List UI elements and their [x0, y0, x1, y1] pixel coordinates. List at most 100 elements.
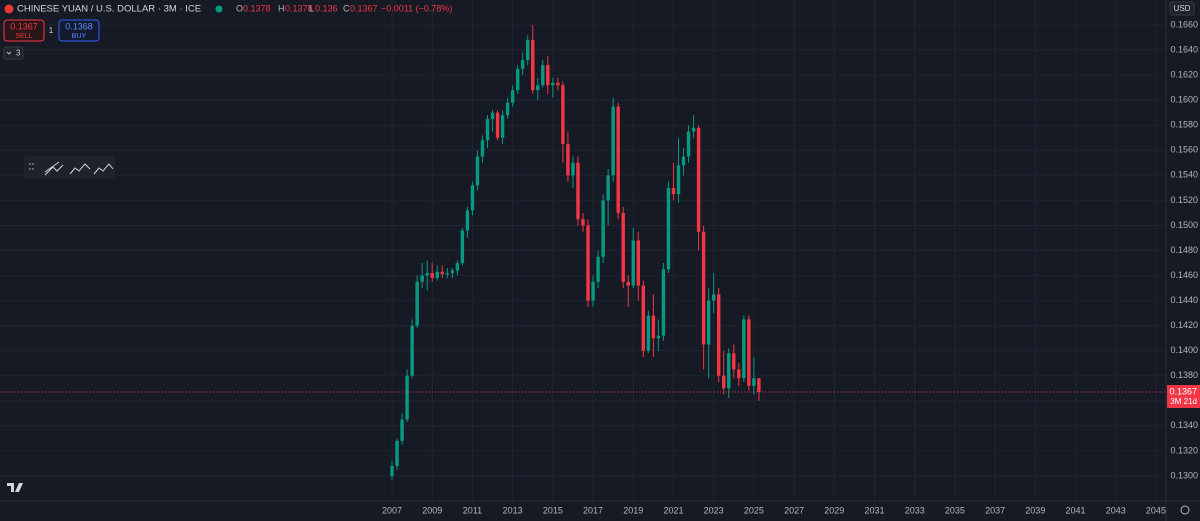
- ohlc-value: 0.1378: [285, 3, 313, 13]
- candle-body: [732, 353, 736, 370]
- ohlc-label: O: [236, 3, 243, 13]
- y-tick-label: 0.1440: [1170, 295, 1198, 305]
- x-tick-label: 2021: [663, 505, 683, 515]
- candle-body: [646, 315, 651, 351]
- candle-body: [390, 465, 394, 476]
- y-tick-label: 0.1500: [1170, 220, 1198, 230]
- indicators-count: 3: [16, 49, 21, 58]
- tool-icon[interactable]: [44, 161, 64, 176]
- candle-body: [526, 40, 530, 61]
- candle-body: [445, 273, 450, 275]
- candle-body: [626, 281, 630, 286]
- y-tick-label: 0.1480: [1170, 245, 1198, 255]
- candle-body: [696, 127, 701, 232]
- x-tick-label: 2035: [945, 505, 965, 515]
- sell-button[interactable]: [3, 19, 45, 42]
- y-tick-label: 0.1400: [1170, 345, 1198, 355]
- candle-body: [576, 162, 580, 220]
- candle-body: [556, 82, 560, 86]
- candle-body: [551, 82, 555, 86]
- ohlc-value: 0.1367: [350, 3, 378, 13]
- ohlc-label: H: [278, 3, 285, 13]
- candle-body: [586, 225, 590, 301]
- y-tick-label: 0.1600: [1170, 95, 1198, 105]
- candle-body: [747, 319, 751, 386]
- candle-body: [611, 106, 615, 176]
- candle-body: [727, 353, 731, 389]
- y-tick-label: 0.1540: [1170, 170, 1198, 180]
- candle-body: [470, 185, 475, 211]
- buy-button[interactable]: [58, 19, 100, 42]
- x-tick-label: 2043: [1106, 505, 1126, 515]
- candle-body: [596, 256, 600, 282]
- x-tick-label: 2037: [985, 505, 1005, 515]
- candle-body: [571, 162, 575, 176]
- x-tick-label: 2031: [864, 505, 884, 515]
- candle-body: [440, 271, 444, 275]
- x-tick-label: 2013: [503, 505, 523, 515]
- candle-body: [711, 294, 716, 301]
- ohlc-label: L: [309, 3, 314, 13]
- candle-body: [656, 335, 661, 339]
- candle-body: [405, 375, 409, 420]
- candle-body: [651, 315, 656, 339]
- candle-body: [410, 325, 414, 376]
- x-tick-label: 2017: [583, 505, 603, 515]
- drawing-toolbar: [24, 156, 115, 179]
- logo: [7, 483, 23, 492]
- candle-body: [616, 106, 620, 213]
- x-tick-label: 2007: [382, 505, 402, 515]
- currency-button[interactable]: [1169, 1, 1195, 16]
- chevron: [6, 51, 12, 55]
- candle-body: [601, 200, 605, 257]
- y-tick-label: 0.1560: [1170, 145, 1198, 155]
- y-tick-label: 0.1380: [1170, 370, 1198, 380]
- candle-body: [671, 187, 676, 195]
- countdown: 3M 21d: [1170, 397, 1197, 406]
- ohlc-label: C: [343, 3, 350, 13]
- x-tick-label: 2033: [905, 505, 925, 515]
- ohlc-value: 0.1378: [243, 3, 271, 13]
- y-tick-label: 0.1300: [1170, 470, 1198, 480]
- candle-body: [757, 378, 761, 393]
- candle-body: [691, 127, 696, 132]
- candle-body: [415, 281, 419, 326]
- sell-price: 0.1367: [10, 21, 38, 31]
- candle-body: [581, 219, 585, 226]
- candle-body: [460, 230, 465, 264]
- x-tick-label: 2023: [704, 505, 724, 515]
- candle-body: [536, 85, 540, 91]
- candle-body: [681, 156, 686, 166]
- candle-body: [400, 419, 404, 441]
- indicators-toggle[interactable]: [3, 46, 24, 60]
- candle-body: [475, 156, 480, 186]
- candle-body: [561, 85, 565, 145]
- candle-body: [541, 65, 545, 86]
- candle-body: [701, 231, 706, 345]
- settings-icon[interactable]: [1180, 505, 1190, 515]
- currency: USD: [1174, 4, 1191, 13]
- candle-body: [520, 60, 525, 69]
- candles: [0, 25, 1166, 480]
- candle-body: [485, 118, 490, 141]
- candle-body: [636, 240, 640, 286]
- candle-body: [666, 187, 671, 270]
- candle-body: [495, 112, 500, 138]
- candle-body: [465, 210, 470, 231]
- candle-body: [641, 285, 646, 351]
- tool-icon[interactable]: [69, 163, 91, 175]
- candle-body: [706, 300, 711, 345]
- candle-body: [500, 115, 505, 138]
- last-price-tag: [1167, 385, 1200, 409]
- x-tick-label: 2015: [543, 505, 563, 515]
- change: −0.0011 (−0.78%): [381, 3, 452, 13]
- candle-body: [455, 263, 460, 271]
- tool-icon[interactable]: [93, 163, 114, 175]
- symbol-flag: [4, 4, 14, 14]
- candle-body: [510, 90, 515, 103]
- candle-body: [716, 294, 721, 376]
- candle-body: [752, 378, 756, 386]
- x-tick-label: 2025: [744, 505, 764, 515]
- candle-body: [661, 269, 666, 336]
